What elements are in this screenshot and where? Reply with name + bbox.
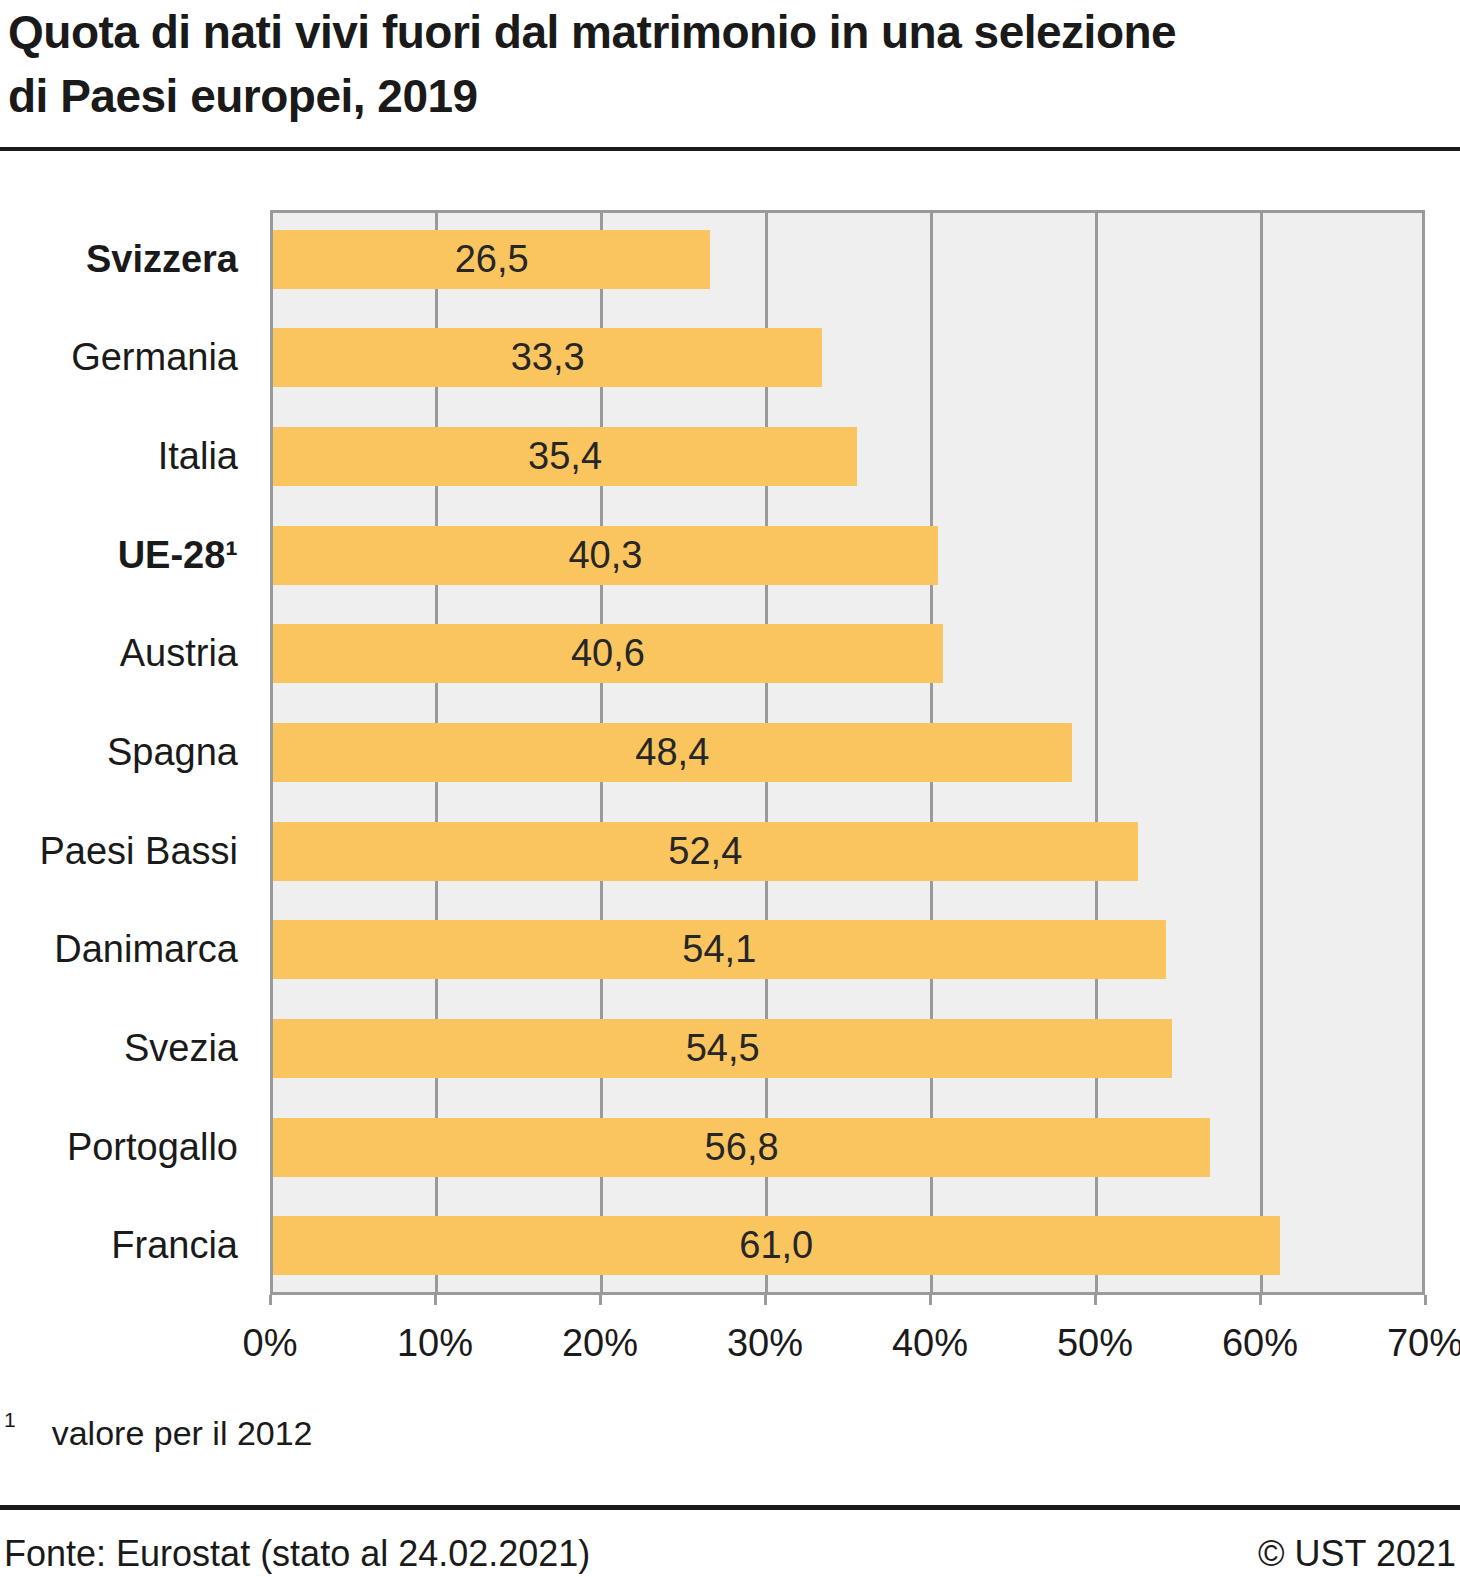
x-axis-tick-30% <box>764 1295 767 1305</box>
category-label-Portogallo: Portogallo <box>0 1118 238 1177</box>
footer: Fonte: Eurostat (stato al 24.02.2021) © … <box>4 1533 1456 1575</box>
x-axis-label-0%: 0% <box>243 1322 298 1365</box>
x-axis-tick-50% <box>1094 1295 1097 1305</box>
bar-value-Svezia: 54,5 <box>273 1019 1172 1078</box>
footnote: 1 valore per il 2012 <box>4 1408 313 1453</box>
x-axis-tick-60% <box>1259 1295 1262 1305</box>
page-title-line2: di Paesi europei, 2019 <box>8 64 1176 128</box>
statistical-chart-page: Quota di nati vivi fuori dal matrimonio … <box>0 0 1460 1577</box>
bar-value-Spagna: 48,4 <box>273 723 1072 782</box>
bar-value-Italia: 35,4 <box>273 427 857 486</box>
category-label-Francia: Francia <box>0 1216 238 1275</box>
bar-value-Austria: 40,6 <box>273 624 943 683</box>
bar-value-Danimarca: 54,1 <box>273 920 1166 979</box>
footnote-text: valore per il 2012 <box>52 1414 313 1452</box>
footer-source: Fonte: Eurostat (stato al 24.02.2021) <box>4 1533 590 1575</box>
x-axis-label-70%: 70% <box>1387 1322 1460 1365</box>
bar-value-Francia: 61,0 <box>273 1216 1280 1275</box>
x-axis-label-50%: 50% <box>1057 1322 1133 1365</box>
bar-value-Germania: 33,3 <box>273 328 822 387</box>
x-axis-label-30%: 30% <box>727 1322 803 1365</box>
x-axis-label-20%: 20% <box>562 1322 638 1365</box>
x-axis-label-60%: 60% <box>1222 1322 1298 1365</box>
category-label-Svizzera: Svizzera <box>0 230 238 289</box>
page-title: Quota di nati vivi fuori dal matrimonio … <box>8 0 1176 128</box>
category-label-Svezia: Svezia <box>0 1019 238 1078</box>
bar-value-Svizzera: 26,5 <box>273 230 710 289</box>
x-axis-tick-20% <box>599 1295 602 1305</box>
page-title-line1: Quota di nati vivi fuori dal matrimonio … <box>8 0 1176 64</box>
category-label-Italia: Italia <box>0 427 238 486</box>
category-label-Spagna: Spagna <box>0 723 238 782</box>
x-axis-tick-40% <box>929 1295 932 1305</box>
x-axis-tick-10% <box>434 1295 437 1305</box>
bar-value-Paesi Bassi: 52,4 <box>273 822 1138 881</box>
x-axis-tick-70% <box>1424 1295 1427 1305</box>
bar-value-Portogallo: 56,8 <box>273 1118 1210 1177</box>
category-label-Paesi Bassi: Paesi Bassi <box>0 822 238 881</box>
category-label-UE-28¹: UE-28¹ <box>0 526 238 585</box>
bar-value-UE-28¹: 40,3 <box>273 526 938 585</box>
x-axis-tick-0% <box>269 1295 272 1305</box>
bar-chart-plot-area: 26,5 33,3 35,4 40,3 40,6 48,4 52,4 54,1 54,5 56,8… <box>270 210 1425 1295</box>
footnote-marker: 1 <box>4 1408 16 1431</box>
category-label-Germania: Germania <box>0 328 238 387</box>
footer-divider-rule <box>0 1505 1460 1510</box>
x-axis-label-10%: 10% <box>397 1322 473 1365</box>
title-divider-rule <box>0 147 1460 151</box>
footer-copyright: © UST 2021 <box>1258 1533 1456 1575</box>
gridline-60% <box>1260 213 1263 1292</box>
category-label-Austria: Austria <box>0 624 238 683</box>
x-axis-label-40%: 40% <box>892 1322 968 1365</box>
category-label-Danimarca: Danimarca <box>0 920 238 979</box>
